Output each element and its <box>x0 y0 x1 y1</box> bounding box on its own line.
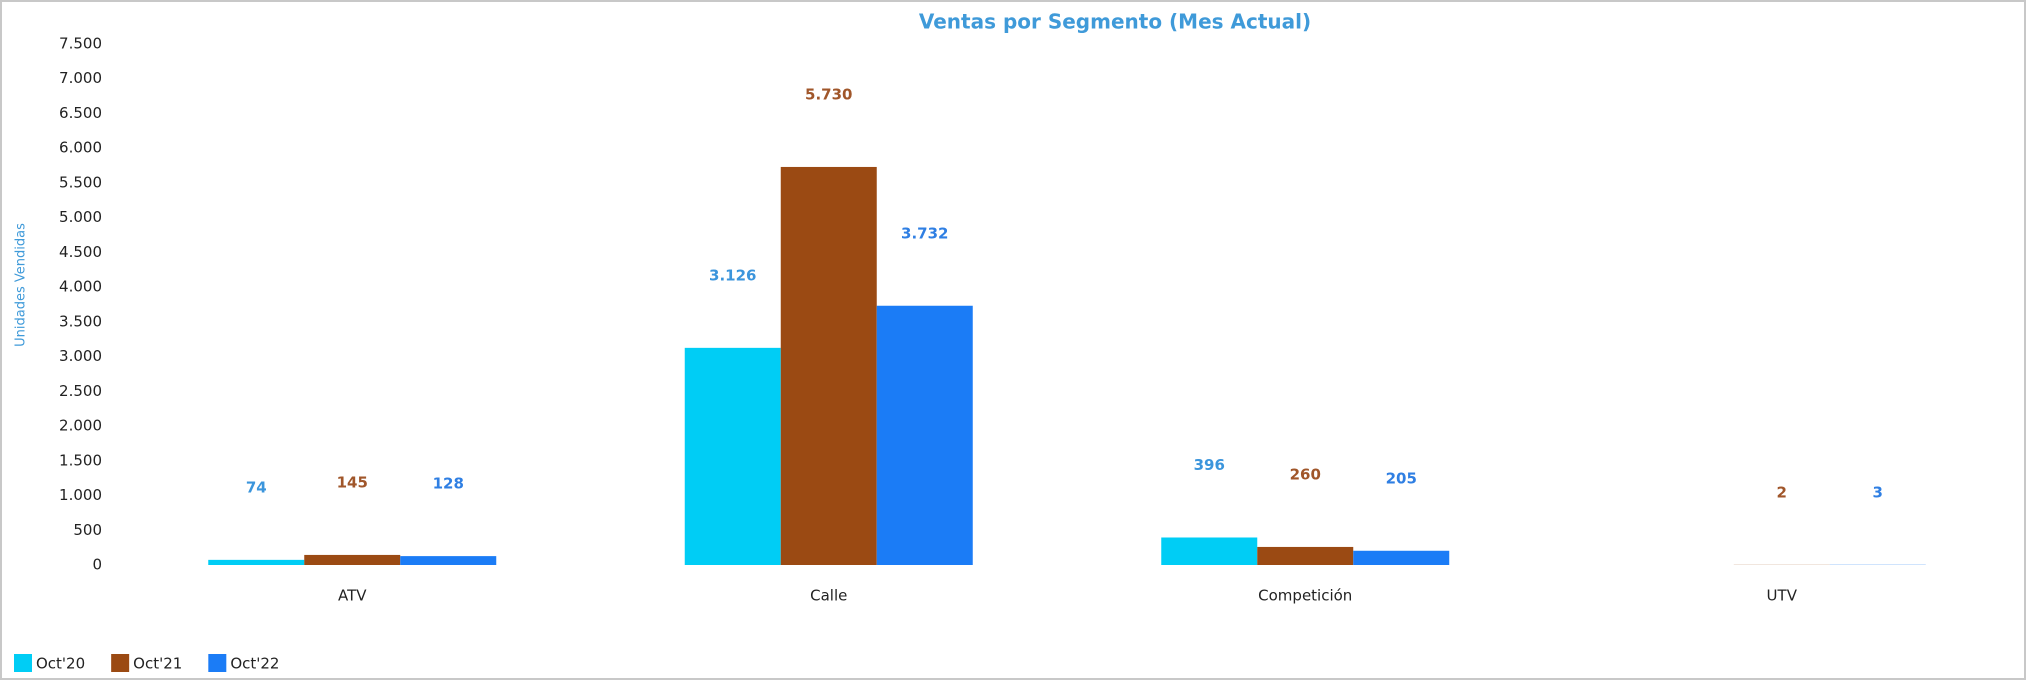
data-label: 145 <box>337 473 368 491</box>
chart-title: Ventas por Segmento (Mes Actual) <box>919 10 1311 34</box>
y-tick-label: 7.000 <box>59 69 102 87</box>
bar <box>304 554 401 565</box>
legend-label: Oct'20 <box>36 655 85 673</box>
legend-label: Oct'21 <box>133 655 182 673</box>
data-label: 3.126 <box>709 266 756 284</box>
y-tick-label: 5.500 <box>59 173 102 191</box>
bar <box>876 305 973 565</box>
y-tick-label: 6.500 <box>59 104 102 122</box>
data-label: 2 <box>1777 483 1787 501</box>
data-label: 128 <box>433 475 464 493</box>
data-label: 3.732 <box>901 224 948 242</box>
data-label: 260 <box>1290 465 1321 483</box>
data-label: 396 <box>1194 456 1225 474</box>
data-label: 205 <box>1386 469 1417 487</box>
y-tick-label: 0 <box>92 556 102 574</box>
x-tick-label: Calle <box>810 587 847 605</box>
bar <box>1161 537 1258 565</box>
legend-label: Oct'22 <box>230 655 279 673</box>
bar <box>400 556 497 565</box>
legend-swatch <box>208 654 227 672</box>
y-tick-label: 1.500 <box>59 451 102 469</box>
data-label: 3 <box>1873 483 1883 501</box>
y-tick-label: 3.000 <box>59 347 102 365</box>
x-tick-label: ATV <box>338 587 367 605</box>
bar <box>208 559 305 565</box>
y-axis-title: Unidades Vendidas <box>14 223 29 347</box>
x-tick-label: UTV <box>1767 587 1798 605</box>
x-tick-label: Competición <box>1258 587 1352 605</box>
legend-swatch <box>14 654 32 672</box>
y-tick-label: 3.500 <box>59 312 102 330</box>
y-tick-label: 6.000 <box>59 139 102 157</box>
legend-swatch <box>111 654 130 672</box>
bar <box>1353 550 1450 565</box>
y-tick-label: 4.000 <box>59 278 102 296</box>
data-label: 74 <box>246 478 267 496</box>
bar <box>1257 546 1354 565</box>
y-tick-label: 2.000 <box>59 417 102 435</box>
y-tick-label: 7.500 <box>59 35 102 53</box>
data-label: 5.730 <box>805 85 852 103</box>
y-tick-label: 1.000 <box>59 486 102 504</box>
bar <box>780 166 877 565</box>
y-tick-label: 2.500 <box>59 382 102 400</box>
y-tick-label: 500 <box>73 521 102 539</box>
y-tick-label: 4.500 <box>59 243 102 261</box>
y-tick-label: 5.000 <box>59 208 102 226</box>
bar <box>684 347 781 565</box>
